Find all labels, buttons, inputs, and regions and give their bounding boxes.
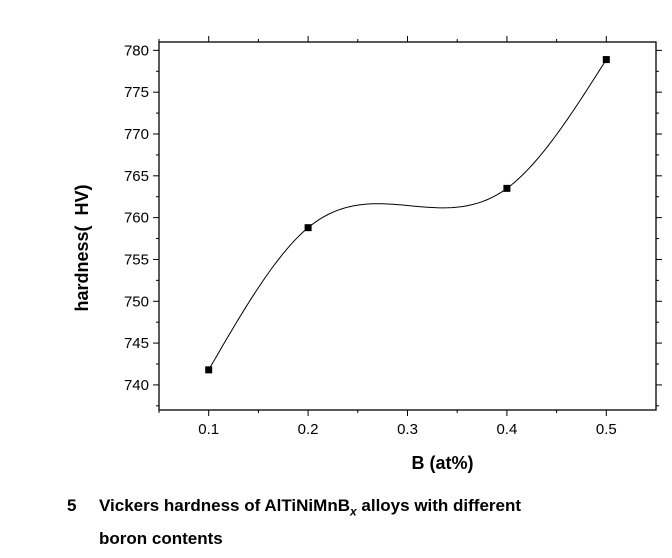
plot-frame: [158, 41, 657, 411]
y-tick-label: 770: [124, 126, 149, 143]
caption-text-start: Vickers hardness of AlTiNiMnB: [99, 496, 350, 515]
y-tick-label: 755: [124, 251, 149, 268]
hardness-curve: [208, 59, 607, 371]
x-axis-ticks: 0.1 0.2 0.3 0.4 0.5: [158, 36, 617, 438]
y-tick-label: 760: [124, 210, 149, 227]
y-tick-label: 740: [124, 377, 149, 394]
figure-caption: 5 Vickers hardness of AlTiNiMnBx alloys w…: [67, 492, 657, 552]
x-tick-label: 0.2: [298, 421, 319, 438]
data-point-marker: [602, 56, 610, 64]
y-axis-title: hardness( HV): [72, 184, 92, 311]
caption-line-2: boron contents: [99, 529, 223, 549]
caption-text-end: alloys with different: [356, 496, 522, 515]
y-tick-label: 745: [124, 335, 149, 352]
caption-number: 5: [67, 496, 77, 515]
x-tick-label: 0.4: [496, 421, 517, 438]
x-tick-label: 0.5: [596, 421, 617, 438]
data-points: [205, 56, 610, 374]
y-tick-label: 775: [124, 84, 149, 101]
data-point-marker: [304, 224, 312, 232]
y-tick-label: 780: [124, 42, 149, 59]
hardness-chart: 0.1 0.2 0.3 0.4 0.5 740 745 750 755 760 765 770 775…: [72, 36, 662, 473]
caption-subscript: x: [349, 504, 357, 519]
y-tick-label: 750: [124, 293, 149, 310]
y-tick-label: 765: [124, 168, 149, 185]
x-axis-title: B (at%): [412, 453, 474, 473]
y-axis-ticks: 740 745 750 755 760 765 770 775 780: [124, 42, 662, 407]
data-point-marker: [205, 366, 213, 374]
x-tick-label: 0.1: [198, 421, 219, 438]
x-tick-label: 0.3: [397, 421, 418, 438]
data-point-marker: [503, 184, 511, 192]
